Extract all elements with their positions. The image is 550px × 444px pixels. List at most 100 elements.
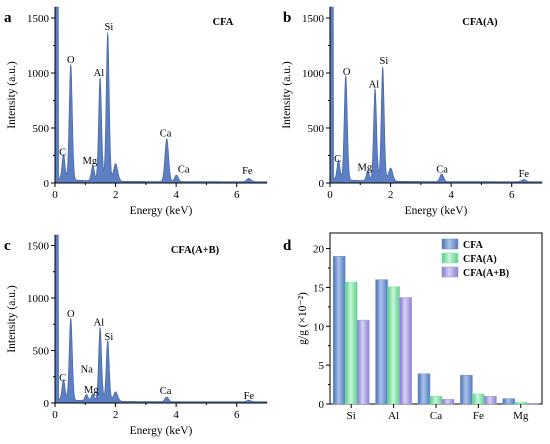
x-tick-label: 6 xyxy=(234,409,240,421)
peak-label: Mg xyxy=(358,162,373,173)
peak-label: Si xyxy=(105,22,114,33)
x-tick-label: 4 xyxy=(173,409,179,421)
panel-letter: a xyxy=(4,10,12,26)
y-axis-label: Intensity (a.u.) xyxy=(6,61,18,129)
peak-label: Si xyxy=(105,332,114,343)
peak-label: O xyxy=(343,67,351,78)
y-tick-label: 0 xyxy=(319,178,325,190)
bar-cfa-si xyxy=(332,256,346,405)
bar-cfa-a-b--fe xyxy=(484,395,497,405)
y-tick-label: 0 xyxy=(319,399,325,411)
chart-title: CFA(A) xyxy=(462,17,498,28)
peak-label: Al xyxy=(94,317,105,328)
peak-label: C xyxy=(59,373,66,384)
x-tick-label: 2 xyxy=(113,189,119,201)
y-tick-label: 0 xyxy=(44,398,50,410)
peak-label: Ca xyxy=(436,165,448,176)
x-tick-label: Fe xyxy=(473,410,484,422)
peak-label: Si xyxy=(380,56,389,67)
panel-a: 0 2 4 6 0 500 1000 1500 Energy (keV) Intensity (a… xyxy=(4,6,268,217)
x-tick-label: Si xyxy=(347,410,356,422)
chart-title: CFA xyxy=(213,17,234,28)
x-tick-label: Al xyxy=(388,410,399,422)
bar-cfa-ca xyxy=(417,373,431,405)
panel-letter: c xyxy=(4,238,11,254)
peak-label: Ca xyxy=(160,386,172,397)
bar-cfa-a--fe xyxy=(472,393,485,405)
x-tick-label: 6 xyxy=(234,189,240,201)
peak-label: Ca xyxy=(160,128,172,139)
bar-cfa-a-b--mg xyxy=(526,402,540,405)
y-tick-label: 0 xyxy=(44,178,50,190)
x-tick-label: 6 xyxy=(509,189,515,201)
y-tick-label: 500 xyxy=(33,346,50,358)
peak-label: C xyxy=(59,148,66,159)
legend-swatch xyxy=(441,266,459,278)
x-tick-label: 0 xyxy=(52,189,58,201)
bar-cfa-a--mg xyxy=(514,401,528,405)
x-tick-label: Mg xyxy=(513,410,529,422)
spectrum-area xyxy=(54,6,268,184)
panel-b: 0 2 4 6 0 500 1000 1500 Energy (keV) Intensity (a… xyxy=(281,6,543,217)
bar-cfa-mg xyxy=(502,398,516,405)
peak-label: O xyxy=(67,55,75,66)
peak-label: Ca xyxy=(178,165,190,176)
bar-cfa-a--al xyxy=(387,286,400,405)
legend-label: CFA(A+B) xyxy=(463,268,509,279)
bar-cfa-a--ca xyxy=(429,395,443,405)
y-tick-label: 5 xyxy=(319,360,325,372)
panel-c: 0 2 4 6 0 500 1000 1500 Energy (keV) Intensity (a… xyxy=(4,234,268,437)
x-tick-label: Ca xyxy=(430,410,442,422)
bar-cfa-a-b--ca xyxy=(441,399,455,405)
bar-cfa-a-b--al xyxy=(399,297,412,405)
x-tick-label: 2 xyxy=(388,189,394,201)
spectrum-area xyxy=(329,6,543,184)
peak-label: Na xyxy=(81,365,94,376)
bar-cfa-al xyxy=(375,279,388,405)
peak-label: Al xyxy=(369,79,380,90)
x-axis-label: Energy (keV) xyxy=(130,425,193,437)
legend-swatch xyxy=(441,252,459,264)
peak-label: Al xyxy=(94,68,105,79)
peak-label: O xyxy=(67,309,75,320)
y-tick-label: 500 xyxy=(308,123,325,135)
x-tick-label: 4 xyxy=(173,189,179,201)
y-tick-label: 1500 xyxy=(27,241,50,253)
peak-label: Fe xyxy=(242,166,253,177)
x-axis-label: Energy (keV) xyxy=(405,205,468,217)
y-tick-label: 1000 xyxy=(302,68,325,80)
x-axis-label: Energy (keV) xyxy=(130,205,193,217)
y-tick-label: 1000 xyxy=(27,68,50,80)
y-tick-label: 1500 xyxy=(302,13,325,25)
peak-label: Fe xyxy=(244,391,255,402)
y-axis-label: Intensity (a.u.) xyxy=(6,285,18,353)
y-tick-label: 15 xyxy=(313,282,325,294)
y-axis-label: g/g (×10⁻²) xyxy=(297,292,309,345)
x-tick-label: 2 xyxy=(113,409,119,421)
y-tick-label: 1000 xyxy=(27,293,50,305)
peak-label: C xyxy=(334,154,341,165)
peak-label: Mg xyxy=(83,156,98,167)
peak-label: Fe xyxy=(519,169,530,180)
bar-cfa-a--si xyxy=(344,281,358,405)
spectrum-area xyxy=(54,234,268,404)
panel-letter: d xyxy=(283,238,292,254)
y-tick-label: 10 xyxy=(313,321,325,333)
bar-cfa-a-b--si xyxy=(356,319,370,405)
y-tick-label: 1500 xyxy=(27,13,50,25)
peak-label: Mg xyxy=(84,385,99,396)
bar-cfa-fe xyxy=(460,374,473,405)
y-tick-label: 20 xyxy=(313,244,325,256)
x-tick-label: 4 xyxy=(448,189,454,201)
panel-d: Si Al Ca Fe Mg 0 5 10 15 20 g/g (×10⁻²) CFA CFA(A) CF… xyxy=(283,232,543,422)
y-axis-label: Intensity (a.u.) xyxy=(281,61,293,129)
x-tick-label: 0 xyxy=(52,409,58,421)
y-tick-label: 500 xyxy=(33,123,50,135)
legend-label: CFA(A) xyxy=(463,254,497,265)
legend-swatch xyxy=(441,238,459,250)
panel-letter: b xyxy=(283,10,291,26)
x-tick-label: 0 xyxy=(327,189,333,201)
legend-label: CFA xyxy=(463,240,484,251)
chart-title: CFA(A+B) xyxy=(171,245,220,256)
